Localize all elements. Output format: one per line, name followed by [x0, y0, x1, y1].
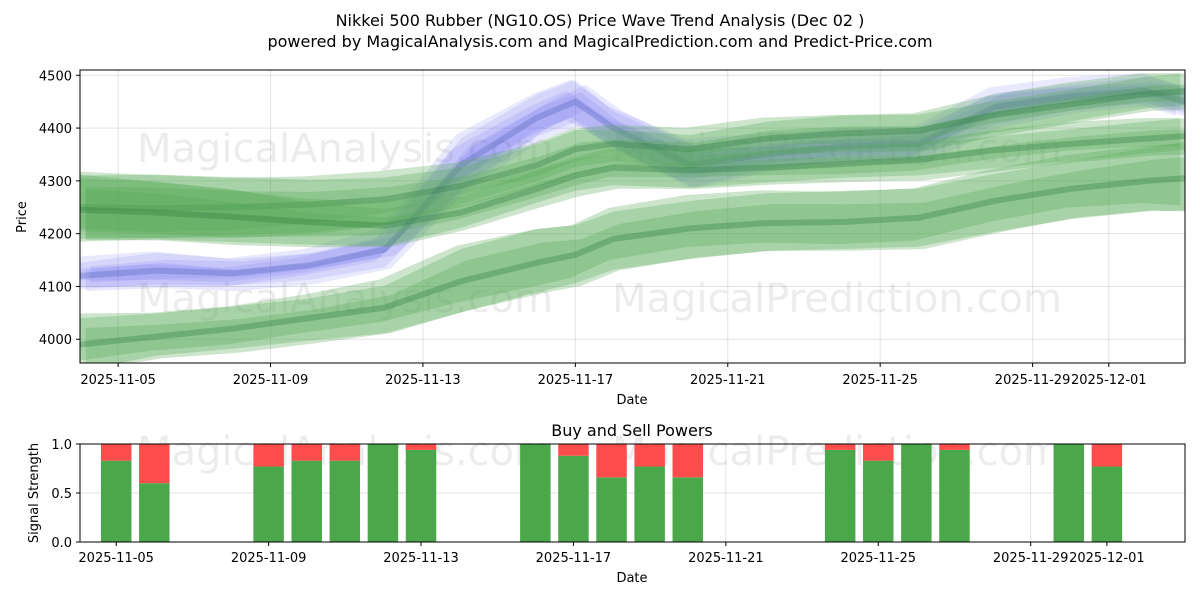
signal-bars: [100, 444, 1123, 542]
buy-bar: [634, 466, 665, 542]
sell-bar: [1091, 444, 1123, 467]
wave-band-green: [80, 73, 1181, 232]
y-tick-label: 4300: [39, 175, 72, 190]
sell-bar: [405, 444, 437, 450]
sell-bar: [100, 444, 132, 461]
buy-bar: [100, 460, 132, 542]
sell-bar: [329, 444, 361, 461]
signal-x-tick-label: 2025-11-05: [78, 551, 154, 566]
price-waves: [80, 73, 1185, 363]
wave-band-blue: [85, 84, 1185, 292]
signal-y-tick-label: 1.0: [51, 438, 72, 453]
watermark-text: MagicalAnalysis.com: [137, 276, 553, 322]
sell-bar: [253, 444, 284, 467]
buy-bar: [596, 477, 627, 542]
x-tick-label: 2025-11-17: [538, 373, 614, 388]
price-watermarks: MagicalAnalysis.com MagicalPrediction.com…: [137, 126, 1062, 322]
price-x-axis-label: Date: [616, 393, 647, 408]
x-tick-label: 2025-11-05: [80, 373, 156, 388]
buy-bar: [824, 449, 856, 542]
wave-band-blue: [80, 85, 1176, 288]
sell-bar: [863, 444, 894, 461]
x-tick-label: 2025-11-29: [995, 373, 1071, 388]
watermark-text: MagicalAnalysis.com: [137, 126, 553, 172]
wave-band-green: [80, 118, 1185, 247]
buy-bar: [1053, 444, 1085, 542]
buy-bar: [1091, 466, 1123, 542]
price-axes: 2025-11-05 2025-11-09 2025-11-13 2025-11-17…: [39, 69, 1147, 388]
x-tick-label: 2025-11-21: [690, 373, 766, 388]
price-plot-frame: [79, 69, 1186, 364]
sell-bar: [558, 444, 589, 456]
x-tick-label: 2025-11-25: [842, 373, 918, 388]
buy-bar: [367, 444, 399, 542]
buy-bar: [672, 477, 703, 542]
signal-axes: 2025-11-05 2025-11-09 2025-11-13 2025-11-17…: [51, 438, 1144, 566]
signal-x-tick-label: 2025-11-25: [840, 551, 916, 566]
buy-bar: [901, 444, 932, 542]
sell-bar: [939, 444, 970, 450]
wave-band-blue: [80, 73, 1181, 282]
signal-x-tick-label: 2025-11-13: [383, 551, 459, 566]
chart-title: Nikkei 500 Rubber (NG10.OS) Price Wave T…: [336, 11, 865, 30]
wave-center-line: [80, 88, 1185, 212]
sell-bar: [291, 444, 322, 461]
signal-x-tick-label: 2025-11-09: [231, 551, 307, 566]
signal-x-axis-label: Date: [616, 571, 647, 586]
y-tick-label: 4400: [39, 122, 72, 137]
signal-y-axis-label: Signal Strength: [27, 443, 42, 543]
signal-x-tick-label: 2025-12-01: [1069, 551, 1145, 566]
x-tick-label: 2025-11-09: [233, 373, 309, 388]
buy-bar: [291, 460, 322, 542]
buy-bar: [139, 483, 170, 542]
buy-bar: [939, 449, 970, 542]
price-grid: [80, 70, 1185, 363]
sell-bar: [672, 444, 703, 478]
wave-center-line: [80, 88, 1185, 279]
x-tick-label: 2025-12-01: [1071, 373, 1147, 388]
buy-bar: [558, 455, 589, 542]
price-chart: MagicalAnalysis.com MagicalPrediction.com…: [15, 69, 1186, 408]
y-tick-label: 4200: [39, 228, 72, 243]
sell-bar: [596, 444, 627, 478]
signal-chart: Buy and Sell Powers MagicalAnalysis.comM…: [27, 421, 1186, 586]
wave-band-green: [85, 157, 1185, 363]
y-tick-label: 4100: [39, 280, 72, 295]
signal-x-tick-label: 2025-11-21: [688, 551, 764, 566]
buy-bar: [253, 466, 284, 542]
buy-bar: [863, 460, 894, 542]
watermark-text: MagicalPrediction.com: [612, 276, 1062, 322]
signal-x-tick-label: 2025-11-29: [993, 551, 1069, 566]
wave-band-green: [80, 73, 1185, 239]
sell-bar: [824, 444, 856, 450]
buy-bar: [405, 449, 437, 542]
wave-band-green: [80, 141, 1185, 363]
signal-x-tick-label: 2025-11-17: [536, 551, 612, 566]
sell-bar: [634, 444, 665, 467]
x-tick-label: 2025-11-13: [385, 373, 461, 388]
buy-bar: [520, 444, 551, 542]
wave-band-green: [80, 118, 1181, 238]
sell-bar: [139, 444, 170, 484]
signal-y-tick-label: 0.0: [51, 536, 72, 551]
signal-y-tick-label: 0.5: [51, 487, 72, 502]
buy-bar: [329, 460, 361, 542]
wave-band-blue: [80, 76, 1185, 290]
wave-band-green: [85, 84, 1185, 239]
y-tick-label: 4500: [39, 69, 72, 84]
wave-center-line: [80, 133, 1185, 229]
y-tick-label: 4000: [39, 333, 72, 348]
price-y-axis-label: Price: [15, 201, 30, 233]
wave-center-line: [80, 175, 1185, 348]
chart-subtitle: powered by MagicalAnalysis.com and Magic…: [267, 32, 932, 51]
watermark-text: MagicalPrediction.com: [612, 126, 1062, 172]
wave-band-green: [85, 129, 1185, 248]
wave-band-blue: [90, 82, 1185, 283]
signal-chart-title: Buy and Sell Powers: [551, 421, 713, 440]
wave-band-green: [80, 143, 1181, 361]
